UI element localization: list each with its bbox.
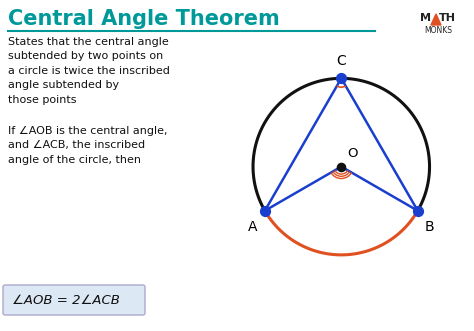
Text: Central Angle Theorem: Central Angle Theorem	[8, 9, 280, 29]
Point	[414, 208, 421, 213]
Point	[337, 164, 345, 169]
Text: A: A	[248, 219, 258, 234]
Text: M: M	[420, 13, 431, 23]
Text: MONKS: MONKS	[424, 26, 452, 35]
FancyBboxPatch shape	[3, 285, 145, 315]
Polygon shape	[431, 14, 441, 25]
Text: O: O	[347, 147, 358, 161]
Text: States that the central angle
subtended by two points on
a circle is twice the i: States that the central angle subtended …	[8, 37, 170, 105]
Text: C: C	[337, 54, 346, 68]
Text: B: B	[425, 219, 434, 234]
Text: If ∠AOB is the central angle,
and ∠ACB, the inscribed
angle of the circle, then: If ∠AOB is the central angle, and ∠ACB, …	[8, 126, 167, 165]
Point	[261, 208, 269, 213]
Text: ∠AOB = 2∠ACB: ∠AOB = 2∠ACB	[12, 294, 120, 307]
Point	[337, 76, 345, 81]
Text: TH: TH	[439, 13, 456, 23]
